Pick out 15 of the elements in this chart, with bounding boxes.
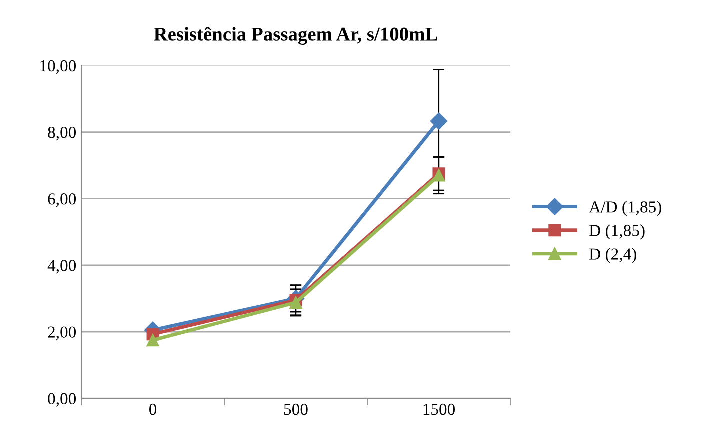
y-tick-label: 6,00 bbox=[48, 194, 76, 208]
y-tick-label: 2,00 bbox=[48, 326, 76, 340]
point bbox=[430, 112, 448, 130]
legend-label: A/D (1,85) bbox=[589, 201, 662, 216]
x-tick-label: 1500 bbox=[424, 404, 456, 416]
chart-title: Resistência Passagem Ar, s/100mL bbox=[154, 26, 438, 45]
legend-label: D (1,85) bbox=[590, 224, 645, 240]
legend-label: D (2,4) bbox=[590, 248, 636, 264]
x-tick-label: 0 bbox=[149, 404, 157, 416]
y-tick-label: 10,00 bbox=[40, 60, 76, 74]
y-tick-label: 0,00 bbox=[48, 393, 76, 407]
y-tick-label: 8,00 bbox=[48, 126, 76, 141]
point bbox=[146, 334, 160, 347]
y-tick-label: 4,00 bbox=[48, 260, 76, 274]
x-tick-label: 500 bbox=[284, 404, 308, 416]
